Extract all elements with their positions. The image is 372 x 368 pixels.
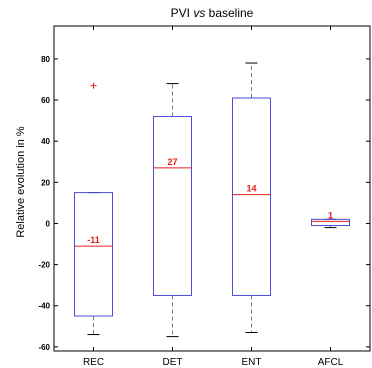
y-tick-label: -40 — [38, 302, 50, 311]
median-label: -11 — [87, 235, 100, 245]
x-tick-label: REC — [83, 357, 104, 368]
box-afcl — [311, 218, 350, 227]
median-label: 27 — [167, 157, 177, 167]
x-tick-label: DET — [163, 357, 183, 368]
y-axis-label: Relative evolution in % — [15, 126, 27, 238]
plot-frame — [53, 25, 371, 352]
x-tick-label: AFCL — [318, 357, 344, 368]
median-label: 14 — [246, 184, 256, 194]
y-tick-label: 20 — [41, 178, 50, 187]
chart-title: PVI vs baseline — [171, 6, 254, 20]
median-label: 1 — [328, 210, 333, 220]
box-rec — [74, 192, 113, 317]
y-tick-label: -60 — [38, 343, 50, 352]
x-tick-label: ENT — [242, 357, 262, 368]
y-tick-label: -20 — [38, 261, 50, 270]
box-det — [153, 116, 192, 296]
chart-title-main: PVI — [171, 6, 194, 20]
y-tick-label: 60 — [41, 96, 50, 105]
box-ent — [232, 97, 271, 296]
chart-title-rest: baseline — [205, 6, 253, 20]
y-tick-label: 40 — [41, 137, 50, 146]
y-tick-label: 0 — [46, 219, 51, 228]
chart-title-italic: vs — [193, 6, 205, 20]
y-tick-label: 80 — [41, 55, 50, 64]
plot-area: -60 -40 -20 0 20 40 60 80 REC DET ENT AFCL -11 27 14 1 — [38, 25, 371, 368]
